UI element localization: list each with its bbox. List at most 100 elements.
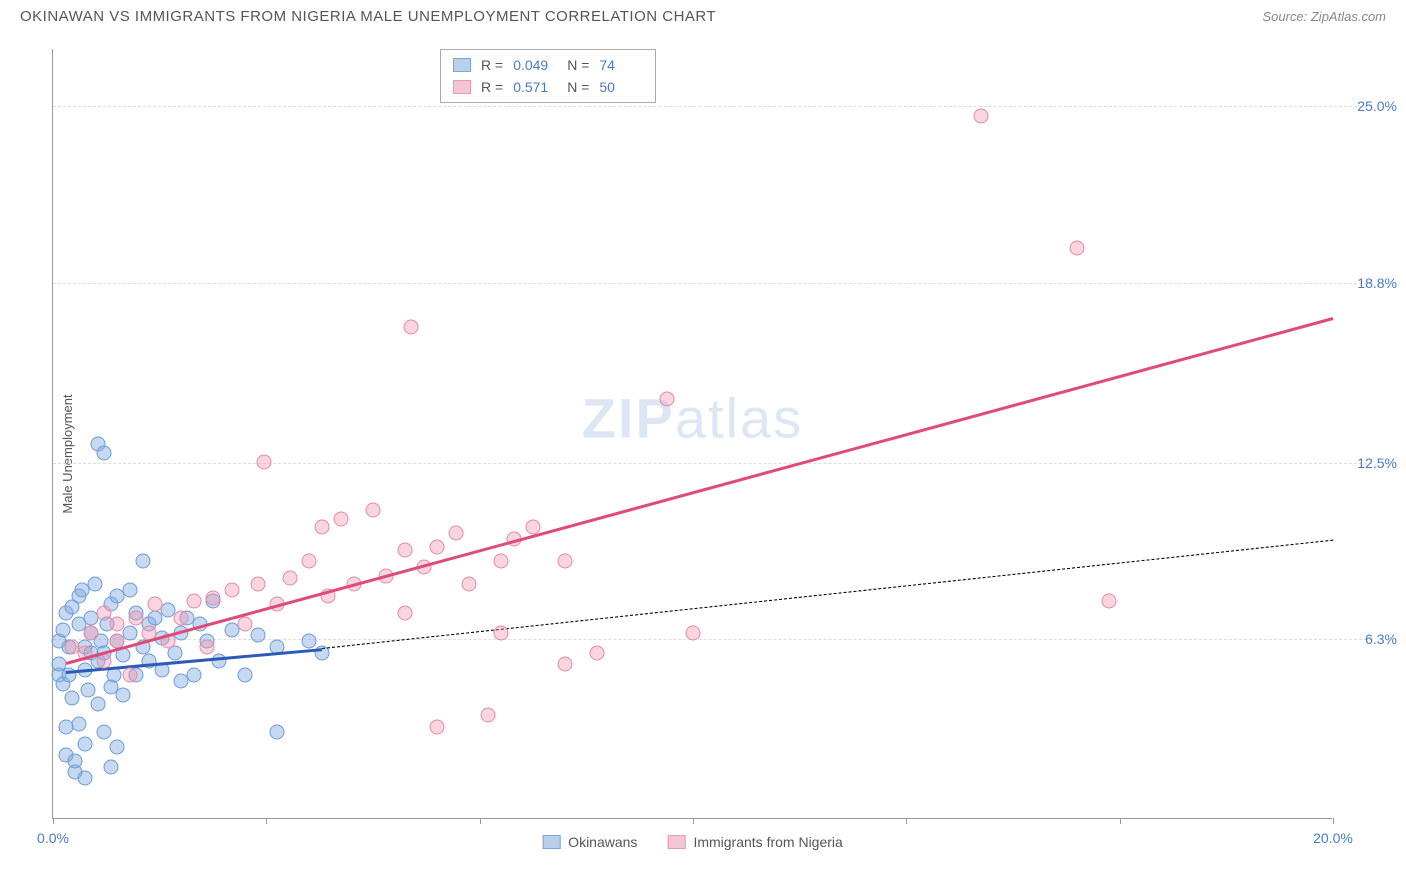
scatter-point	[1102, 594, 1117, 609]
scatter-point	[404, 320, 419, 335]
scatter-point	[974, 109, 989, 124]
scatter-point	[78, 771, 93, 786]
scatter-point	[122, 582, 137, 597]
stats-box: R =0.049N =74R =0.571N =50	[440, 49, 656, 103]
y-tick-label: 6.3%	[1365, 631, 1397, 647]
scatter-point	[314, 520, 329, 535]
scatter-point	[590, 645, 605, 660]
scatter-point	[494, 625, 509, 640]
scatter-point	[116, 688, 131, 703]
trend-line-dashed	[322, 540, 1333, 648]
x-tick	[906, 818, 907, 824]
stats-swatch	[453, 58, 471, 72]
scatter-point	[558, 657, 573, 672]
scatter-point	[430, 719, 445, 734]
scatter-point	[481, 708, 496, 723]
x-tick	[693, 818, 694, 824]
x-tick	[266, 818, 267, 824]
x-tick	[480, 818, 481, 824]
scatter-point	[257, 454, 272, 469]
scatter-point	[686, 625, 701, 640]
scatter-point	[302, 554, 317, 569]
stats-n-value: 74	[599, 54, 643, 76]
scatter-point	[78, 736, 93, 751]
gridline-h	[53, 106, 1372, 107]
stats-row: R =0.049N =74	[453, 54, 643, 76]
x-tick	[1120, 818, 1121, 824]
scatter-point	[206, 591, 221, 606]
legend-item: Okinawans	[542, 834, 637, 850]
stats-n-label: N =	[567, 76, 589, 98]
legend-label: Immigrants from Nigeria	[693, 834, 842, 850]
watermark-atlas: atlas	[675, 387, 803, 450]
chart-title: OKINAWAN VS IMMIGRANTS FROM NIGERIA MALE…	[20, 8, 716, 25]
scatter-point	[1070, 240, 1085, 255]
y-tick-label: 12.5%	[1357, 455, 1397, 471]
scatter-point	[398, 542, 413, 557]
scatter-point	[97, 605, 112, 620]
stats-swatch	[453, 80, 471, 94]
scatter-point	[122, 625, 137, 640]
scatter-point	[65, 691, 80, 706]
scatter-point	[238, 617, 253, 632]
stats-r-label: R =	[481, 54, 503, 76]
scatter-point	[494, 554, 509, 569]
scatter-point	[174, 611, 189, 626]
scatter-point	[129, 611, 144, 626]
scatter-point	[225, 582, 240, 597]
scatter-point	[302, 634, 317, 649]
stats-row: R =0.571N =50	[453, 76, 643, 98]
legend-swatch	[542, 835, 560, 849]
x-tick-label: 0.0%	[37, 830, 69, 846]
scatter-point	[87, 577, 102, 592]
y-tick-label: 25.0%	[1357, 98, 1397, 114]
scatter-point	[270, 725, 285, 740]
legend-swatch	[667, 835, 685, 849]
scatter-point	[282, 571, 297, 586]
scatter-point	[97, 725, 112, 740]
scatter-point	[398, 605, 413, 620]
legend-item: Immigrants from Nigeria	[667, 834, 842, 850]
scatter-point	[148, 597, 163, 612]
legend-label: Okinawans	[568, 834, 637, 850]
scatter-point	[449, 525, 464, 540]
scatter-point	[558, 554, 573, 569]
x-tick	[53, 818, 54, 824]
scatter-point	[366, 503, 381, 518]
scatter-point	[81, 682, 96, 697]
scatter-point	[430, 540, 445, 555]
watermark: ZIPatlas	[582, 386, 803, 451]
stats-r-value: 0.049	[513, 54, 557, 76]
scatter-point	[71, 716, 86, 731]
gridline-h	[53, 283, 1372, 284]
chart-header: OKINAWAN VS IMMIGRANTS FROM NIGERIA MALE…	[0, 0, 1406, 29]
gridline-h	[53, 463, 1372, 464]
stats-r-label: R =	[481, 76, 503, 98]
scatter-point	[122, 668, 137, 683]
scatter-point	[103, 759, 118, 774]
scatter-point	[186, 594, 201, 609]
stats-n-value: 50	[599, 76, 643, 98]
scatter-point	[110, 739, 125, 754]
x-tick	[1333, 818, 1334, 824]
legend-bottom: Okinawans Immigrants from Nigeria	[542, 834, 843, 850]
scatter-point	[84, 625, 99, 640]
scatter-point	[334, 511, 349, 526]
scatter-point	[462, 577, 477, 592]
scatter-point	[55, 622, 70, 637]
y-tick-label: 18.8%	[1357, 275, 1397, 291]
plot-area: ZIPatlas OkinawansImmigrants from Nigeri…	[52, 49, 1332, 819]
scatter-point	[250, 577, 265, 592]
scatter-point	[68, 753, 83, 768]
scatter-point	[97, 445, 112, 460]
scatter-point	[135, 554, 150, 569]
scatter-point	[199, 639, 214, 654]
x-tick-label: 20.0%	[1313, 830, 1353, 846]
scatter-point	[97, 654, 112, 669]
scatter-point	[250, 628, 265, 643]
scatter-point	[90, 696, 105, 711]
scatter-point	[110, 617, 125, 632]
scatter-point	[106, 668, 121, 683]
scatter-point	[186, 668, 201, 683]
chart-container: Male Unemployment ZIPatlas OkinawansImmi…	[0, 29, 1406, 879]
